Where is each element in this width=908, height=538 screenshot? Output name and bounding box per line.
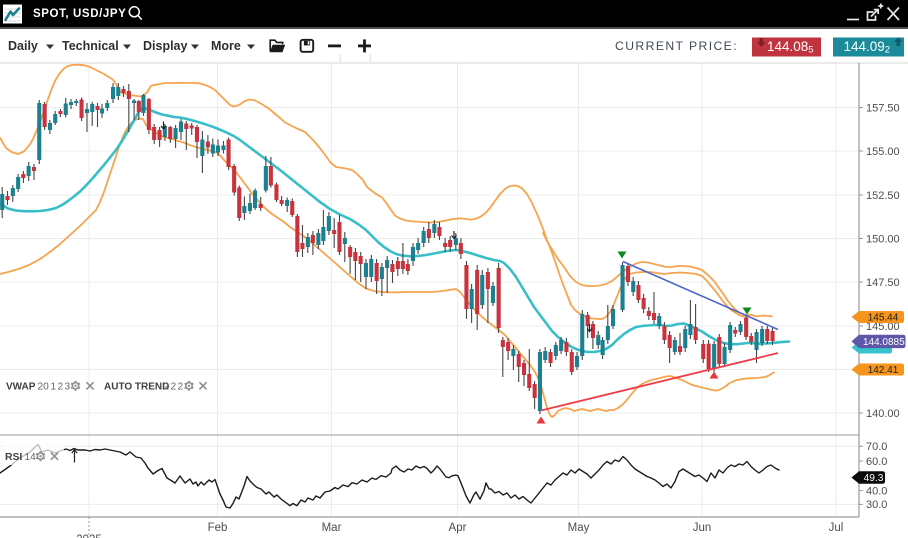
svg-text:Technical: Technical xyxy=(62,39,119,53)
svg-text:14: 14 xyxy=(25,452,37,463)
svg-text:70.0: 70.0 xyxy=(866,441,887,453)
svg-text:May: May xyxy=(568,522,590,534)
svg-text:20: 20 xyxy=(38,382,50,393)
svg-text:147.50: 147.50 xyxy=(866,277,900,289)
svg-text:Feb: Feb xyxy=(208,522,228,534)
svg-text:Apr: Apr xyxy=(449,522,467,534)
svg-text:157.50: 157.50 xyxy=(866,102,900,114)
svg-text:60.0: 60.0 xyxy=(866,456,887,468)
svg-text:140.00: 140.00 xyxy=(866,408,900,420)
svg-text:Jul: Jul xyxy=(829,522,844,534)
svg-text:2: 2 xyxy=(164,382,170,393)
svg-text:152.50: 152.50 xyxy=(866,190,900,202)
svg-text:2: 2 xyxy=(178,382,184,393)
svg-text:1: 1 xyxy=(51,382,57,393)
svg-text:2: 2 xyxy=(58,382,64,393)
svg-text:Jun: Jun xyxy=(693,522,712,534)
svg-text:144.092: 144.092 xyxy=(844,39,891,56)
svg-text:30.0: 30.0 xyxy=(866,499,887,511)
svg-text:3: 3 xyxy=(65,382,71,393)
svg-text:RSI: RSI xyxy=(5,452,22,463)
svg-text:155.00: 155.00 xyxy=(866,146,900,158)
svg-text:AUTO TREND: AUTO TREND xyxy=(104,382,169,393)
svg-text:More: More xyxy=(211,39,241,53)
svg-text:145.44: 145.44 xyxy=(868,313,899,324)
svg-text:40.0: 40.0 xyxy=(866,485,887,497)
svg-text:144.0885: 144.0885 xyxy=(863,337,905,348)
svg-text:150.00: 150.00 xyxy=(866,233,900,245)
svg-text:142.41: 142.41 xyxy=(868,365,899,376)
svg-text:Mar: Mar xyxy=(322,522,342,534)
svg-text:VWAP: VWAP xyxy=(6,382,36,393)
svg-text:2025: 2025 xyxy=(76,534,102,538)
svg-text:Display: Display xyxy=(143,39,188,53)
svg-text:CURRENT PRICE:: CURRENT PRICE: xyxy=(615,39,738,53)
svg-text:144.085: 144.085 xyxy=(767,39,814,56)
svg-text:Daily: Daily xyxy=(8,39,38,53)
svg-text:145.00: 145.00 xyxy=(866,321,900,333)
svg-text:2: 2 xyxy=(171,382,177,393)
svg-text:49.3: 49.3 xyxy=(864,473,884,484)
